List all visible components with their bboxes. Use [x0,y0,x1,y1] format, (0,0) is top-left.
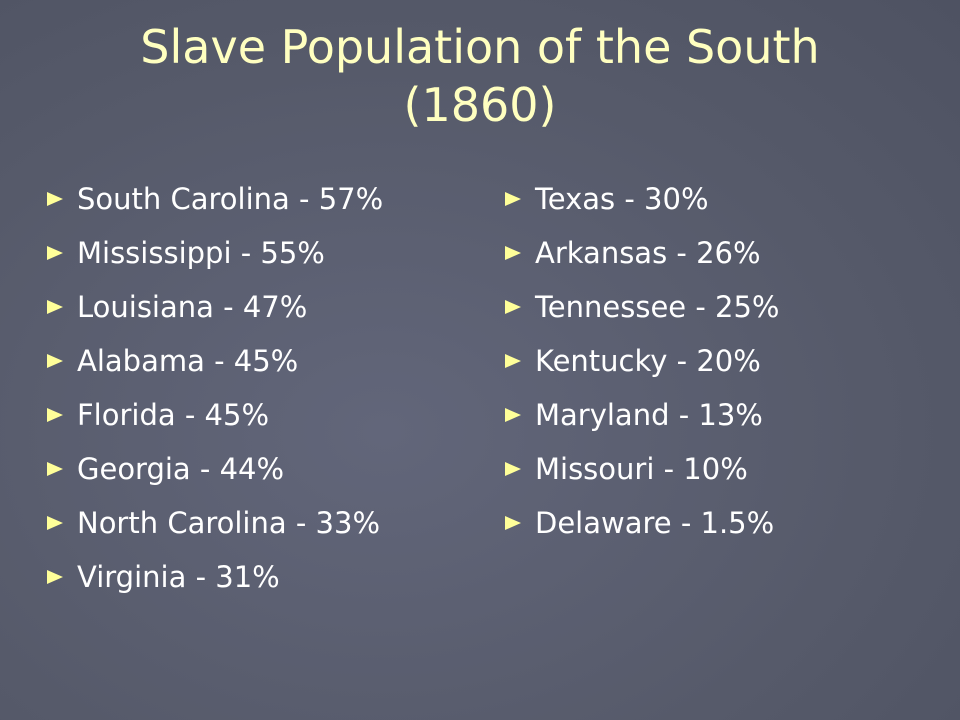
list-item: Tennessee - 25% [503,280,780,334]
bullet-shape [505,462,521,476]
list-item: Louisiana - 47% [45,280,383,334]
bullet-arrow [47,462,63,476]
bullet-shape [505,408,521,422]
bullet-shape [47,246,63,260]
item-text: South Carolina - 57% [77,182,384,216]
item-text: Virginia - 31% [77,560,280,594]
list-item: Maryland - 13% [503,388,780,442]
bullet-arrow [47,192,63,206]
bullet-arrow [505,354,521,368]
list-item: Alabama - 45% [45,334,383,388]
item-text: Arkansas - 26% [535,236,761,270]
bullet-shape [47,570,63,584]
item-text: Texas - 30% [535,182,709,216]
list-item: North Carolina - 33% [45,496,383,550]
bullet-arrow [47,408,63,422]
bullet-arrow [505,408,521,422]
bullet-arrow [47,354,63,368]
list-item: Florida - 45% [45,388,383,442]
item-text: North Carolina - 33% [77,506,380,540]
item-text: Louisiana - 47% [77,290,308,324]
bullet-arrow [47,516,63,530]
bullet-arrow [505,246,521,260]
bullet-shape [47,300,63,314]
bullet-shape [505,354,521,368]
item-text: Florida - 45% [77,398,269,432]
item-text: Tennessee - 25% [535,290,780,324]
list-item: Delaware - 1.5% [503,496,780,550]
bullet-shape [505,300,521,314]
right-list: Texas - 30% Arkansas - 26% Tennessee - 25%… [503,172,780,550]
bullet-shape [47,192,63,206]
item-text: Alabama - 45% [77,344,299,378]
item-text: Maryland - 13% [535,398,763,432]
bullet-arrow [505,300,521,314]
bullet-arrow [47,570,63,584]
bullet-arrow [505,462,521,476]
slide-title: Slave Population of the South (1860) [140,20,820,132]
bullet-shape [505,192,521,206]
list-item: South Carolina - 57% [45,172,383,226]
list-item: Kentucky - 20% [503,334,780,388]
bullet-shape [505,516,521,530]
bullet-shape [47,354,63,368]
list-item: Missouri - 10% [503,442,780,496]
list-item: Virginia - 31% [45,550,383,604]
bullet-arrow [47,246,63,260]
item-text: Missouri - 10% [535,452,748,486]
item-text: Delaware - 1.5% [535,506,775,540]
bullet-shape [47,516,63,530]
bullet-shape [47,462,63,476]
bullet-arrow [505,192,521,206]
left-list: South Carolina - 57% Mississippi - 55% Lou… [45,172,383,604]
bullet-shape [505,246,521,260]
bullet-arrow [505,516,521,530]
bullet-arrow [47,300,63,314]
list-item: Texas - 30% [503,172,780,226]
item-text: Kentucky - 20% [535,344,761,378]
item-text: Mississippi - 55% [77,236,325,270]
bullet-shape [47,408,63,422]
item-text: Georgia - 44% [77,452,285,486]
list-item: Arkansas - 26% [503,226,780,280]
list-item: Mississippi - 55% [45,226,383,280]
list-item: Georgia - 44% [45,442,383,496]
